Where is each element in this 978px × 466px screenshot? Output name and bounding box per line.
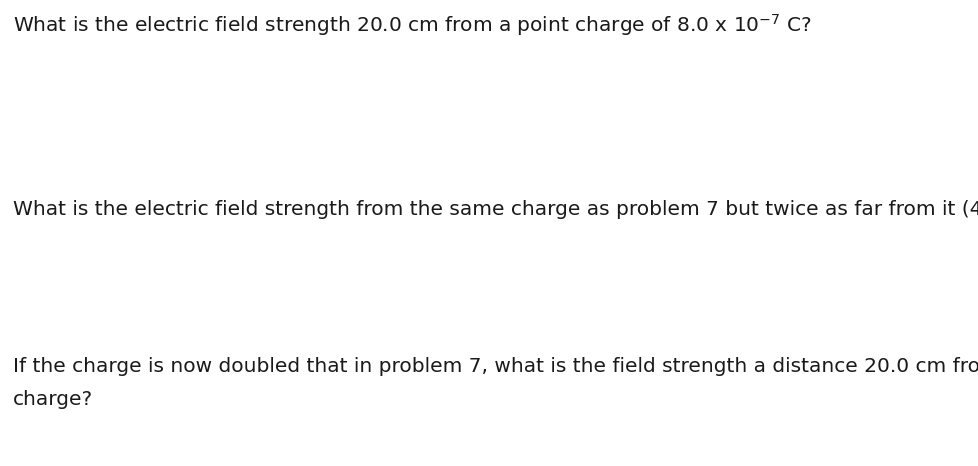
Text: If the charge is now doubled that in problem 7, what is the field strength a dis: If the charge is now doubled that in pro… [13,357,978,376]
Text: What is the electric field strength 20.0 cm from a point charge of 8.0 x 10$^{−7: What is the electric field strength 20.0… [13,12,811,38]
Text: charge?: charge? [13,390,93,409]
Text: What is the electric field strength from the same charge as problem 7 but twice : What is the electric field strength from… [13,200,978,219]
